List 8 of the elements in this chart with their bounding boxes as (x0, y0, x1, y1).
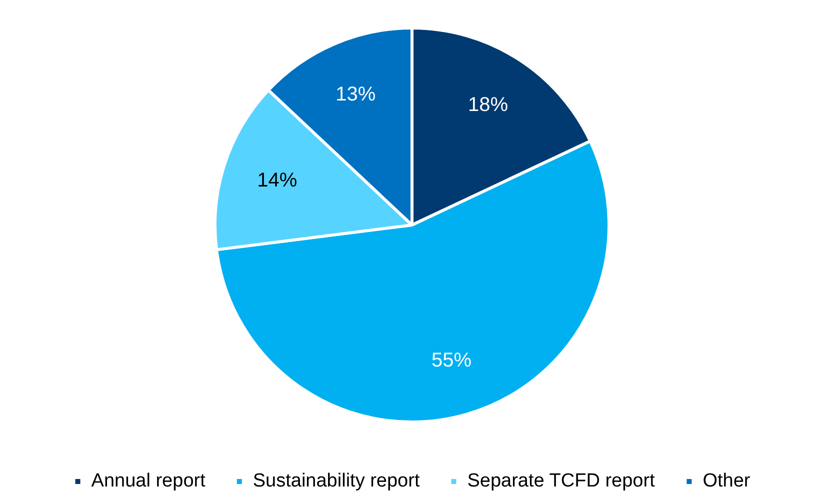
legend-label: Sustainability report (252, 470, 420, 492)
legend-label: Separate TCFD report (467, 470, 656, 492)
data-label: 18% (468, 94, 508, 116)
data-label: 14% (257, 170, 298, 192)
data-label: 55% (432, 350, 472, 372)
data-label: 13% (336, 83, 376, 106)
legend-label: Other (702, 470, 751, 492)
legend-label: Annual report (91, 470, 206, 492)
